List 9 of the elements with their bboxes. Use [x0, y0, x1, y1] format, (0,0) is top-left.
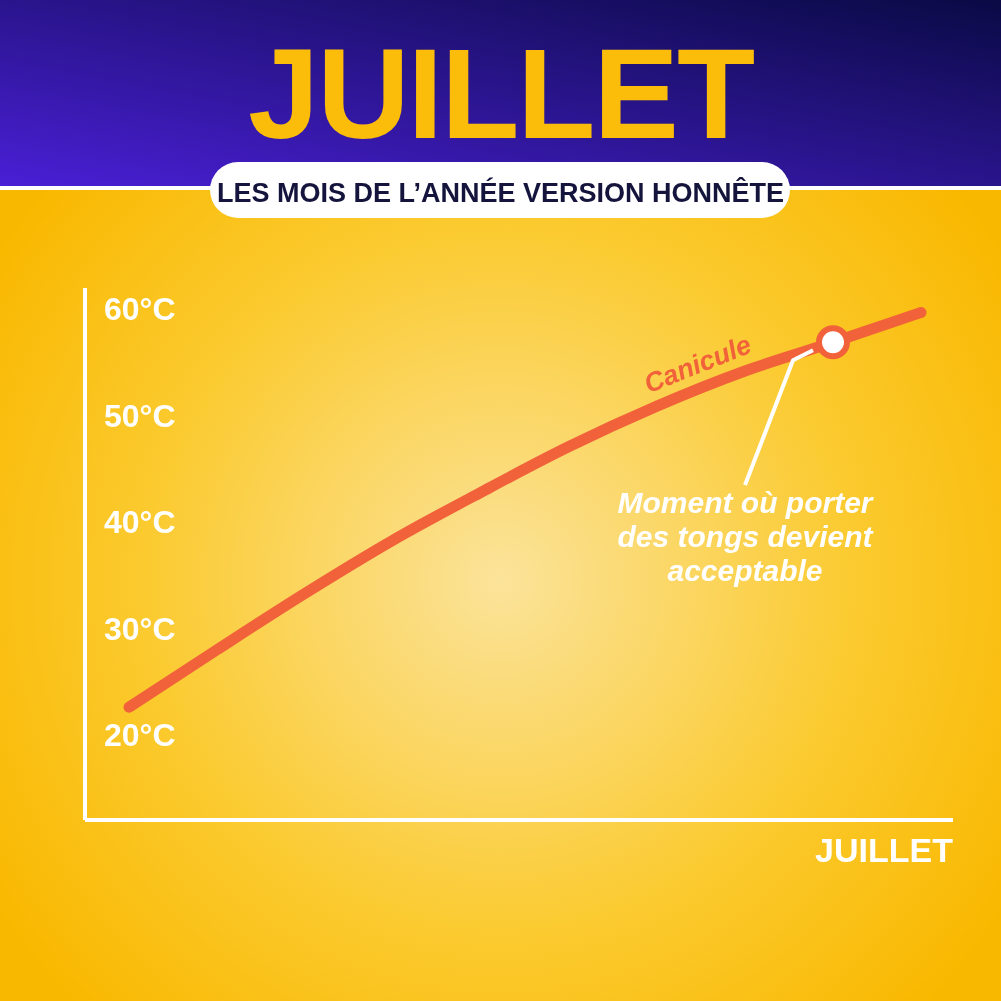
y-tick-label: 40°C	[104, 504, 176, 541]
annotation: Moment où porter des tongs devient acceptable	[617, 486, 875, 587]
y-tick-label: 30°C	[104, 610, 176, 647]
y-tick-label: 60°C	[104, 291, 176, 328]
x-axis-title: JUILLET	[815, 831, 954, 869]
chart-title: JUILLET	[247, 22, 754, 165]
y-tick-label: 20°C	[104, 717, 176, 754]
chart-subtitle: LES MOIS DE L’ANNÉE VERSION HONNÊTE	[216, 177, 785, 208]
y-tick-label: 50°C	[104, 397, 176, 434]
